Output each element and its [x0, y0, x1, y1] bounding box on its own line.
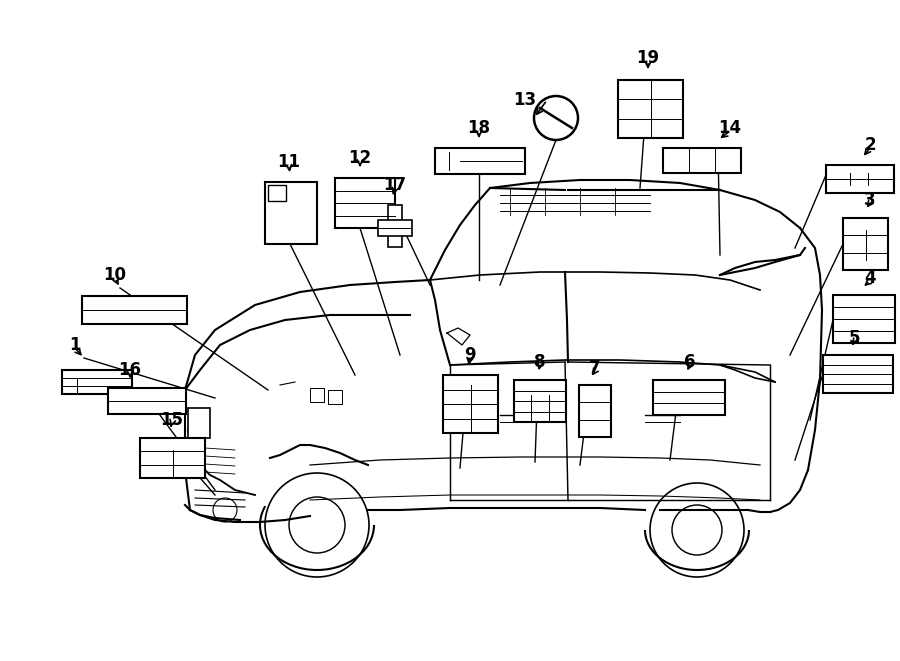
Bar — [663, 148, 741, 173]
Bar — [618, 80, 683, 138]
Bar — [443, 375, 498, 433]
Text: 4: 4 — [864, 269, 876, 287]
Text: 11: 11 — [277, 153, 301, 171]
Bar — [388, 205, 402, 247]
Bar — [579, 385, 611, 437]
Bar — [826, 165, 894, 193]
Bar — [514, 380, 566, 422]
Text: 17: 17 — [383, 176, 407, 194]
Bar — [108, 388, 186, 414]
Text: 1: 1 — [69, 336, 81, 354]
Bar — [378, 220, 412, 236]
Text: 8: 8 — [535, 353, 545, 371]
Text: 2: 2 — [864, 136, 876, 154]
Text: 15: 15 — [160, 411, 184, 429]
Bar — [265, 182, 317, 244]
Bar — [823, 355, 893, 393]
Bar — [188, 408, 210, 438]
Text: 9: 9 — [464, 346, 476, 364]
Text: 12: 12 — [348, 149, 372, 167]
Text: 7: 7 — [590, 359, 601, 377]
Bar — [140, 438, 205, 478]
Bar — [653, 380, 725, 415]
Bar — [268, 185, 286, 201]
Text: 14: 14 — [718, 119, 742, 137]
Bar — [833, 295, 895, 343]
Text: 10: 10 — [104, 266, 127, 284]
Text: 19: 19 — [636, 49, 660, 67]
Bar — [328, 390, 342, 404]
Bar — [310, 388, 324, 402]
Bar — [843, 218, 888, 270]
Bar — [335, 178, 395, 228]
Text: 3: 3 — [864, 191, 876, 209]
Text: 18: 18 — [467, 119, 491, 137]
Text: 16: 16 — [119, 361, 141, 379]
Bar — [82, 296, 187, 324]
Text: 6: 6 — [684, 353, 696, 371]
Bar — [62, 370, 132, 394]
Text: 5: 5 — [850, 329, 860, 347]
Text: 13: 13 — [513, 91, 536, 109]
Bar — [435, 148, 525, 174]
